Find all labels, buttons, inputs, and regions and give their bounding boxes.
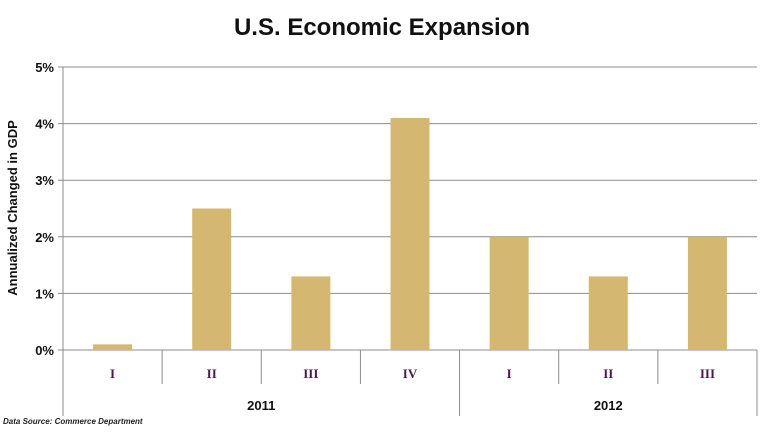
x-group-label: 2012 xyxy=(594,398,623,413)
y-axis-label: Annualized Changed in GDP xyxy=(5,120,20,296)
x-group-labels: 2011 2012 xyxy=(247,398,623,413)
x-category-labels: I II III IV I II III xyxy=(110,366,715,381)
bar xyxy=(489,236,529,350)
y-tick-label: 2% xyxy=(35,230,54,245)
x-category-label: III xyxy=(700,366,715,381)
data-source-note: Data Source: Commerce Department xyxy=(3,417,143,426)
bars xyxy=(93,117,727,350)
bar xyxy=(93,344,133,350)
y-tick-label: 3% xyxy=(35,173,54,188)
x-category-label: I xyxy=(507,366,512,381)
y-tick-label: 1% xyxy=(35,286,54,301)
x-category-label: III xyxy=(303,366,318,381)
bar xyxy=(192,208,232,350)
bar xyxy=(687,236,727,350)
bar xyxy=(291,276,331,350)
bar xyxy=(390,117,430,350)
y-tick-labels: 0% 1% 2% 3% 4% 5% xyxy=(35,60,54,358)
y-tick-label: 0% xyxy=(35,343,54,358)
y-tick-label: 4% xyxy=(35,117,54,132)
x-category-label: II xyxy=(603,366,613,381)
x-group-label: 2011 xyxy=(247,398,275,413)
y-tick-label: 5% xyxy=(35,60,54,75)
x-category-label: IV xyxy=(403,366,418,381)
x-category-label: I xyxy=(110,366,115,381)
bar xyxy=(588,276,628,350)
x-category-label: II xyxy=(207,366,217,381)
chart-title: U.S. Economic Expansion xyxy=(233,14,531,41)
